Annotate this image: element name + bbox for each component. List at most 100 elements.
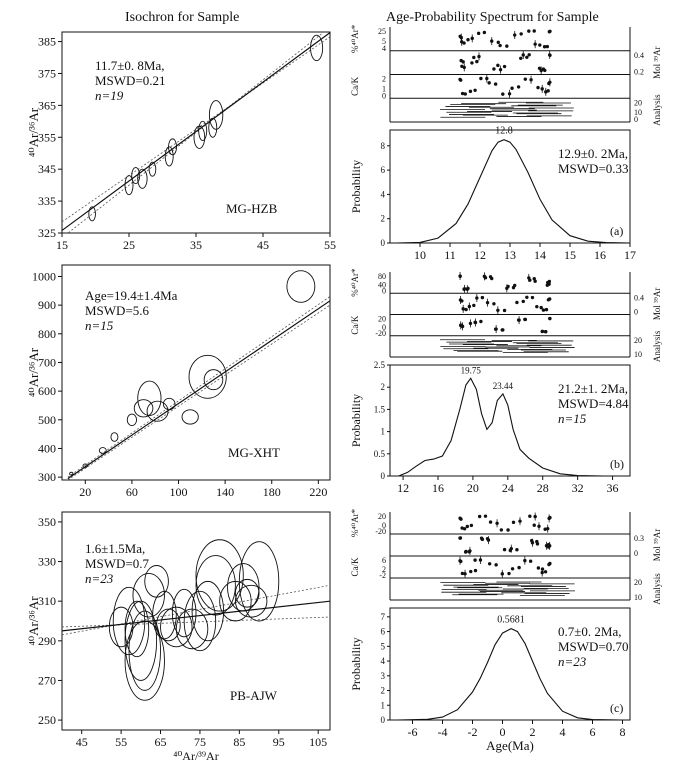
step-data-point xyxy=(519,32,523,36)
plot-frame xyxy=(61,264,331,481)
step-data-point xyxy=(473,88,477,92)
panel-letter-label: (a) xyxy=(610,224,623,238)
y-tick-label: 1 xyxy=(381,427,386,437)
spectrum-result-annotation: 0.7±0. 2Ma, xyxy=(558,624,621,639)
step-data-point xyxy=(493,82,498,86)
x-tick-label: 28 xyxy=(537,481,549,495)
y-tick-label: 330 xyxy=(38,555,56,569)
y-tick-label: 5 xyxy=(381,641,386,651)
strip-tick-label: 0 xyxy=(634,308,638,317)
x-tick-label: 15 xyxy=(564,248,576,262)
x-tick-label: 105 xyxy=(309,735,327,749)
error-ellipse xyxy=(133,399,154,418)
error-ellipse xyxy=(132,572,165,618)
step-data-point xyxy=(461,60,465,64)
y-tick-label: 4 xyxy=(381,656,386,666)
step-data-point xyxy=(525,295,529,300)
step-data-point xyxy=(502,308,507,313)
step-data-point xyxy=(483,514,488,518)
error-envelope-lower xyxy=(67,32,325,233)
probability-curve xyxy=(397,627,623,721)
x-tick-label: 220 xyxy=(309,485,327,499)
error-ellipse xyxy=(208,117,218,138)
strip-label: Analysis xyxy=(652,573,662,605)
x-tick-label: -4 xyxy=(438,725,448,739)
error-ellipse xyxy=(152,590,177,640)
step-data-point xyxy=(479,536,484,540)
step-data-point xyxy=(528,559,533,563)
y-tick-label: 2 xyxy=(381,214,386,224)
step-data-point xyxy=(469,569,473,574)
step-data-point xyxy=(464,307,468,312)
error-ellipse xyxy=(128,610,161,691)
probability-curve xyxy=(398,377,604,477)
strip-tick-label: 0.4 xyxy=(634,51,644,60)
y-tick-label: 2.5 xyxy=(374,360,386,370)
x-tick-label: 95 xyxy=(273,735,285,749)
x-tick-label: 0 xyxy=(500,725,506,739)
fit-result-annotation: 11.7±0. 8Ma, xyxy=(95,58,164,73)
strip-tick-label: 20 xyxy=(634,578,642,587)
error-ellipse xyxy=(181,409,199,425)
isochron-fit-line xyxy=(67,300,330,480)
step-data-point xyxy=(463,550,468,554)
y-tick-label: 1.5 xyxy=(374,404,386,414)
sample-id-label: MG-XHT xyxy=(228,445,280,460)
peak-age-label: 19.75 xyxy=(461,365,482,375)
isochron-column-title: Isochron for Sample xyxy=(125,10,240,25)
x-tick-label: 35 xyxy=(190,238,202,252)
error-ellipse xyxy=(310,34,324,62)
y-tick-label: 365 xyxy=(38,98,56,112)
plot-frame xyxy=(389,607,631,721)
x-tick-label: 8 xyxy=(620,725,626,739)
strip-tick-label: -2 xyxy=(379,571,386,580)
step-data-point xyxy=(546,298,551,302)
x-tick-label: 10 xyxy=(414,248,426,262)
error-ellipse xyxy=(219,580,252,622)
strip-tick-label: 2 xyxy=(382,75,386,84)
x-tick-label: 6 xyxy=(590,725,596,739)
step-data-point xyxy=(521,299,525,304)
step-data-point xyxy=(479,76,483,81)
error-ellipse xyxy=(124,175,134,196)
step-data-point xyxy=(502,547,507,552)
x-axis-label: Age(Ma) xyxy=(486,738,534,753)
strip-tick-label: -20 xyxy=(375,329,386,338)
y-axis-label: Probability xyxy=(349,394,363,447)
x-tick-label: 12 xyxy=(397,481,409,495)
x-tick-label: 17 xyxy=(624,248,636,262)
x-tick-label: 45 xyxy=(76,735,88,749)
step-data-point xyxy=(544,307,549,312)
step-data-point xyxy=(477,514,482,519)
spectrum-result-annotation: MSWD=4.84 xyxy=(558,396,629,411)
step-data-point xyxy=(538,43,542,47)
strip-tick-label: 10 xyxy=(634,350,642,359)
step-data-point xyxy=(473,568,478,573)
fit-result-annotation: MSWD=0.21 xyxy=(95,73,166,88)
strip-tick-label: 0 xyxy=(382,521,386,530)
step-data-point xyxy=(535,542,540,546)
error-ellipse xyxy=(82,463,89,468)
strip-label: %⁴⁰Ar* xyxy=(350,508,360,537)
step-data-point xyxy=(460,64,464,69)
error-ellipse xyxy=(183,590,217,652)
x-tick-label: 36 xyxy=(607,481,619,495)
step-data-point xyxy=(496,40,500,45)
strip-tick-label: 2 xyxy=(382,565,386,574)
step-data-point xyxy=(488,520,493,524)
y-tick-label: 325 xyxy=(38,226,56,240)
plot-frame xyxy=(61,511,331,731)
strip-tick-label: 20 xyxy=(634,336,642,345)
spectrum-result-annotation: MSWD=0.70 xyxy=(558,639,629,654)
y-tick-label: 375 xyxy=(38,66,56,80)
isochron-panel: 45 55 65 75 85 95 105 250 270 290 310 330 350 ⁴⁰Ar/³⁶… xyxy=(26,511,331,760)
strip-label: Analysis xyxy=(652,330,662,362)
step-data-point xyxy=(492,67,496,71)
x-tick-label: 24 xyxy=(502,481,514,495)
step-data-point xyxy=(460,91,465,96)
x-tick-label: 55 xyxy=(324,238,336,252)
x-tick-label: 60 xyxy=(126,485,138,499)
step-data-point xyxy=(492,302,496,306)
x-tick-label: 20 xyxy=(79,485,91,499)
y-axis-label: Probability xyxy=(349,160,363,213)
